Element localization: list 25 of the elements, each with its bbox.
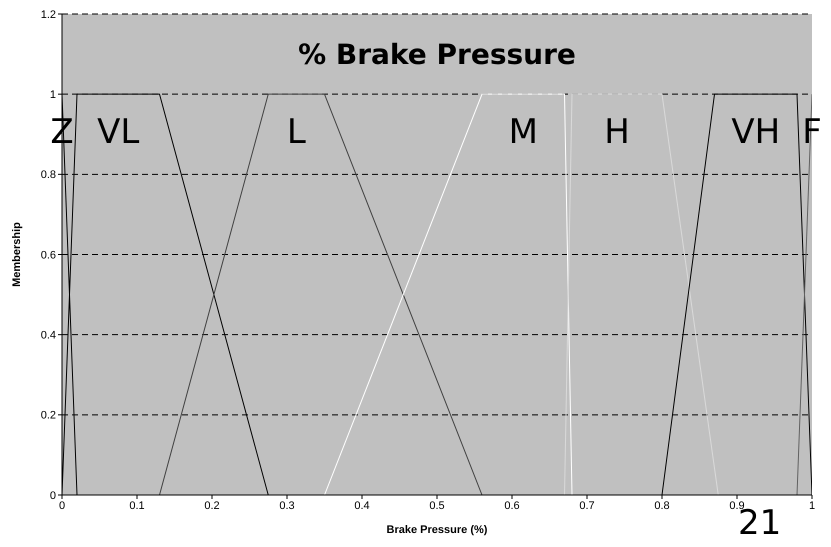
- y-tick-label: 0.6: [40, 249, 56, 262]
- x-tick-label: 0.1: [129, 500, 145, 512]
- y-tick-label: 1.2: [40, 8, 56, 21]
- y-tick-label: 1: [50, 89, 56, 102]
- series-label: VH: [731, 112, 780, 152]
- x-tick-label: 0.5: [429, 500, 445, 512]
- y-tick-label: 0.8: [40, 169, 56, 182]
- x-tick-label: 0.3: [279, 500, 295, 512]
- series-label: M: [508, 112, 538, 152]
- series-label: VL: [97, 112, 140, 152]
- y-tick-label: 0.4: [40, 330, 56, 342]
- x-tick-label: 0.7: [579, 500, 595, 512]
- x-axis-title: Brake Pressure (%): [386, 524, 488, 536]
- x-tick-label: 0.6: [504, 500, 520, 512]
- y-tick-label: 0: [50, 490, 56, 502]
- x-tick-label: 0.2: [204, 500, 220, 512]
- y-axis-title: Membership: [10, 222, 23, 287]
- annotation: % Brake Pressure: [297, 38, 577, 71]
- x-tick-label: 0.8: [654, 500, 670, 512]
- series-label: H: [604, 112, 630, 152]
- x-tick-label: 0.4: [354, 500, 370, 512]
- series-label: L: [286, 112, 306, 152]
- x-tick-label: 1: [808, 500, 816, 512]
- x-tick-label: 0: [58, 500, 66, 512]
- y-tick-label: 0.2: [40, 410, 56, 422]
